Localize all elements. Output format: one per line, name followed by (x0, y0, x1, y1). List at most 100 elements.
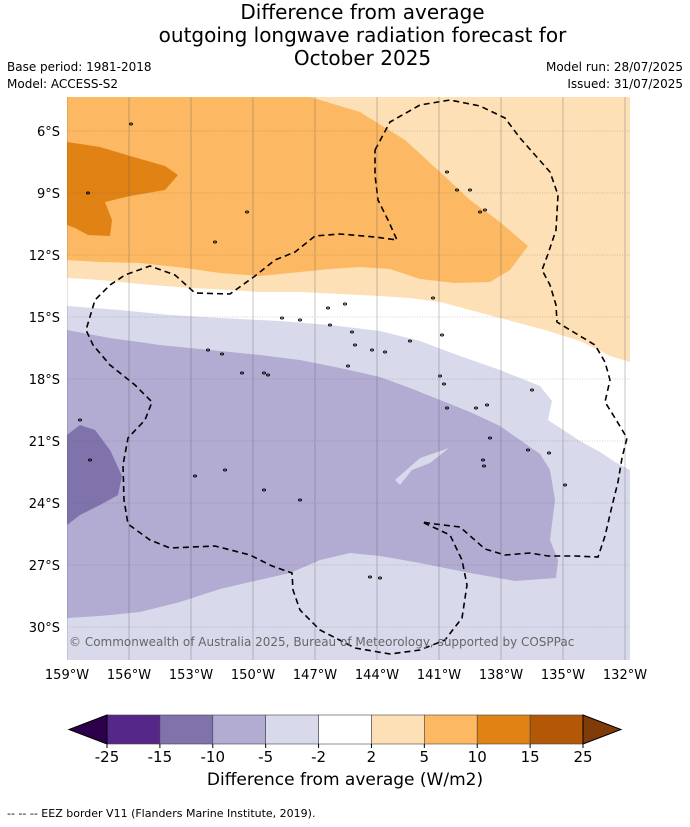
anomaly-gap-patch (395, 448, 449, 485)
island-speck (343, 302, 347, 306)
colorbar-segment (424, 714, 478, 745)
island-speck (431, 296, 435, 300)
island-speck (468, 188, 472, 192)
latitude-label: 9°S (37, 187, 60, 202)
longitude-label: 156°W (107, 668, 151, 683)
anomaly-band-minus-10-15 (67, 425, 122, 525)
latitude-labels: 6°S 9°S 12°S 15°S 18°S 21°S 24°S 27°S 30°S (29, 125, 60, 636)
colorbar-tick-label: 15 (521, 748, 540, 766)
island-speck (298, 318, 302, 322)
latitude-label: 24°S (29, 497, 60, 512)
meta-left: Base period: 1981-2018 Model: ACCESS-S2 (7, 59, 152, 93)
island-speck (298, 498, 302, 502)
model-name: Model: ACCESS-S2 (7, 77, 119, 91)
colorbar-tick-label: -5 (258, 748, 273, 766)
island-speck (440, 333, 444, 337)
model-run: Model run: 28/07/2025 (545, 60, 683, 74)
island-speck (563, 483, 567, 487)
issued-date: Issued: 31/07/2025 (567, 77, 683, 91)
island-speck (88, 458, 92, 462)
colorbar-tick-label: -25 (95, 748, 120, 766)
longitude-label: 153°W (169, 668, 213, 683)
latitude-label: 18°S (29, 373, 60, 388)
longitude-labels: 159°W 156°W 153°W 150°W 147°W 144°W 141°W 138°W… (45, 668, 647, 683)
title-line-3: October 2025 (293, 46, 432, 70)
island-speck (129, 122, 133, 126)
longitude-label: 150°W (231, 668, 275, 683)
island-speck (78, 418, 82, 422)
latitude-label: 21°S (29, 435, 60, 450)
map-gridlines (67, 97, 630, 660)
longitude-label: 147°W (293, 668, 337, 683)
island-speck (383, 350, 387, 354)
colorbar-segment (265, 714, 319, 745)
island-markers (78, 122, 567, 580)
island-speck (328, 323, 332, 327)
eez-border (85, 99, 628, 655)
island-speck (206, 348, 210, 352)
colorbar-segment (371, 714, 425, 745)
anomaly-band-plus-5-10 (67, 97, 528, 283)
colorbar-tick-label: -15 (148, 748, 173, 766)
colorbar-segment (529, 714, 584, 745)
colorbar-segment (476, 714, 531, 745)
latitude-label: 27°S (29, 559, 60, 574)
island-speck (213, 240, 217, 244)
map-title: Difference from average outgoing longwav… (0, 1, 690, 70)
island-speck (326, 306, 330, 310)
copyright-notice: © Commonwealth of Australia 2025, Bureau… (69, 635, 574, 649)
island-speck (481, 458, 485, 462)
island-speck (485, 403, 489, 407)
island-speck (262, 488, 266, 492)
title-line-2: outgoing longwave radiation forecast for (158, 23, 567, 47)
island-speck (530, 388, 534, 392)
longitude-label: 144°W (355, 668, 399, 683)
base-period: Base period: 1981-2018 (7, 60, 152, 74)
island-speck (478, 210, 482, 214)
anomaly-band-plus-10-15 (67, 142, 178, 236)
longitude-label: 141°W (417, 668, 461, 683)
colorbar-tick-label: -2 (311, 748, 326, 766)
island-speck (262, 371, 266, 375)
island-speck (346, 364, 350, 368)
longitude-label: 135°W (541, 668, 585, 683)
island-speck (368, 575, 372, 579)
longitude-label: 138°W (479, 668, 523, 683)
island-speck (408, 339, 412, 343)
island-speck (266, 373, 270, 377)
colorbar: -25 -15 -10 -5 -2 2 5 10 15 25 (67, 714, 623, 766)
colorbar-segment (159, 714, 214, 745)
colorbar-segment (106, 714, 161, 745)
island-speck (474, 406, 478, 410)
latitude-label: 30°S (29, 621, 60, 636)
island-speck (455, 188, 459, 192)
island-speck (442, 382, 446, 386)
island-speck (240, 371, 244, 375)
latitude-label: 6°S (37, 125, 60, 140)
colorbar-over-arrow (582, 714, 623, 745)
island-speck (370, 348, 374, 352)
island-speck (445, 170, 449, 174)
island-speck (445, 406, 449, 410)
map-area: © Commonwealth of Australia 2025, Bureau… (67, 97, 630, 660)
latitude-label: 12°S (29, 249, 60, 264)
meta-right: Model run: 28/07/2025 Issued: 31/07/2025 (546, 59, 683, 93)
colorbar-tick-label: 5 (420, 748, 430, 766)
anomaly-band-minus-5-10 (67, 330, 558, 618)
colorbar-tick-label: 10 (468, 748, 487, 766)
colorbar-tick-label: 2 (367, 748, 377, 766)
island-speck (488, 436, 492, 440)
eez-footer-note: -- -- -- EEZ border V11 (Flanders Marine… (7, 807, 316, 820)
colorbar-tick-label: -10 (201, 748, 226, 766)
colorbar-segment (212, 714, 266, 745)
island-speck (353, 343, 357, 347)
island-speck (245, 210, 249, 214)
island-speck (223, 468, 227, 472)
latitude-label: 15°S (29, 311, 60, 326)
island-speck (482, 464, 486, 468)
island-speck (220, 352, 224, 356)
title-line-1: Difference from average (240, 0, 485, 24)
island-speck (350, 330, 354, 334)
island-speck (193, 474, 197, 478)
